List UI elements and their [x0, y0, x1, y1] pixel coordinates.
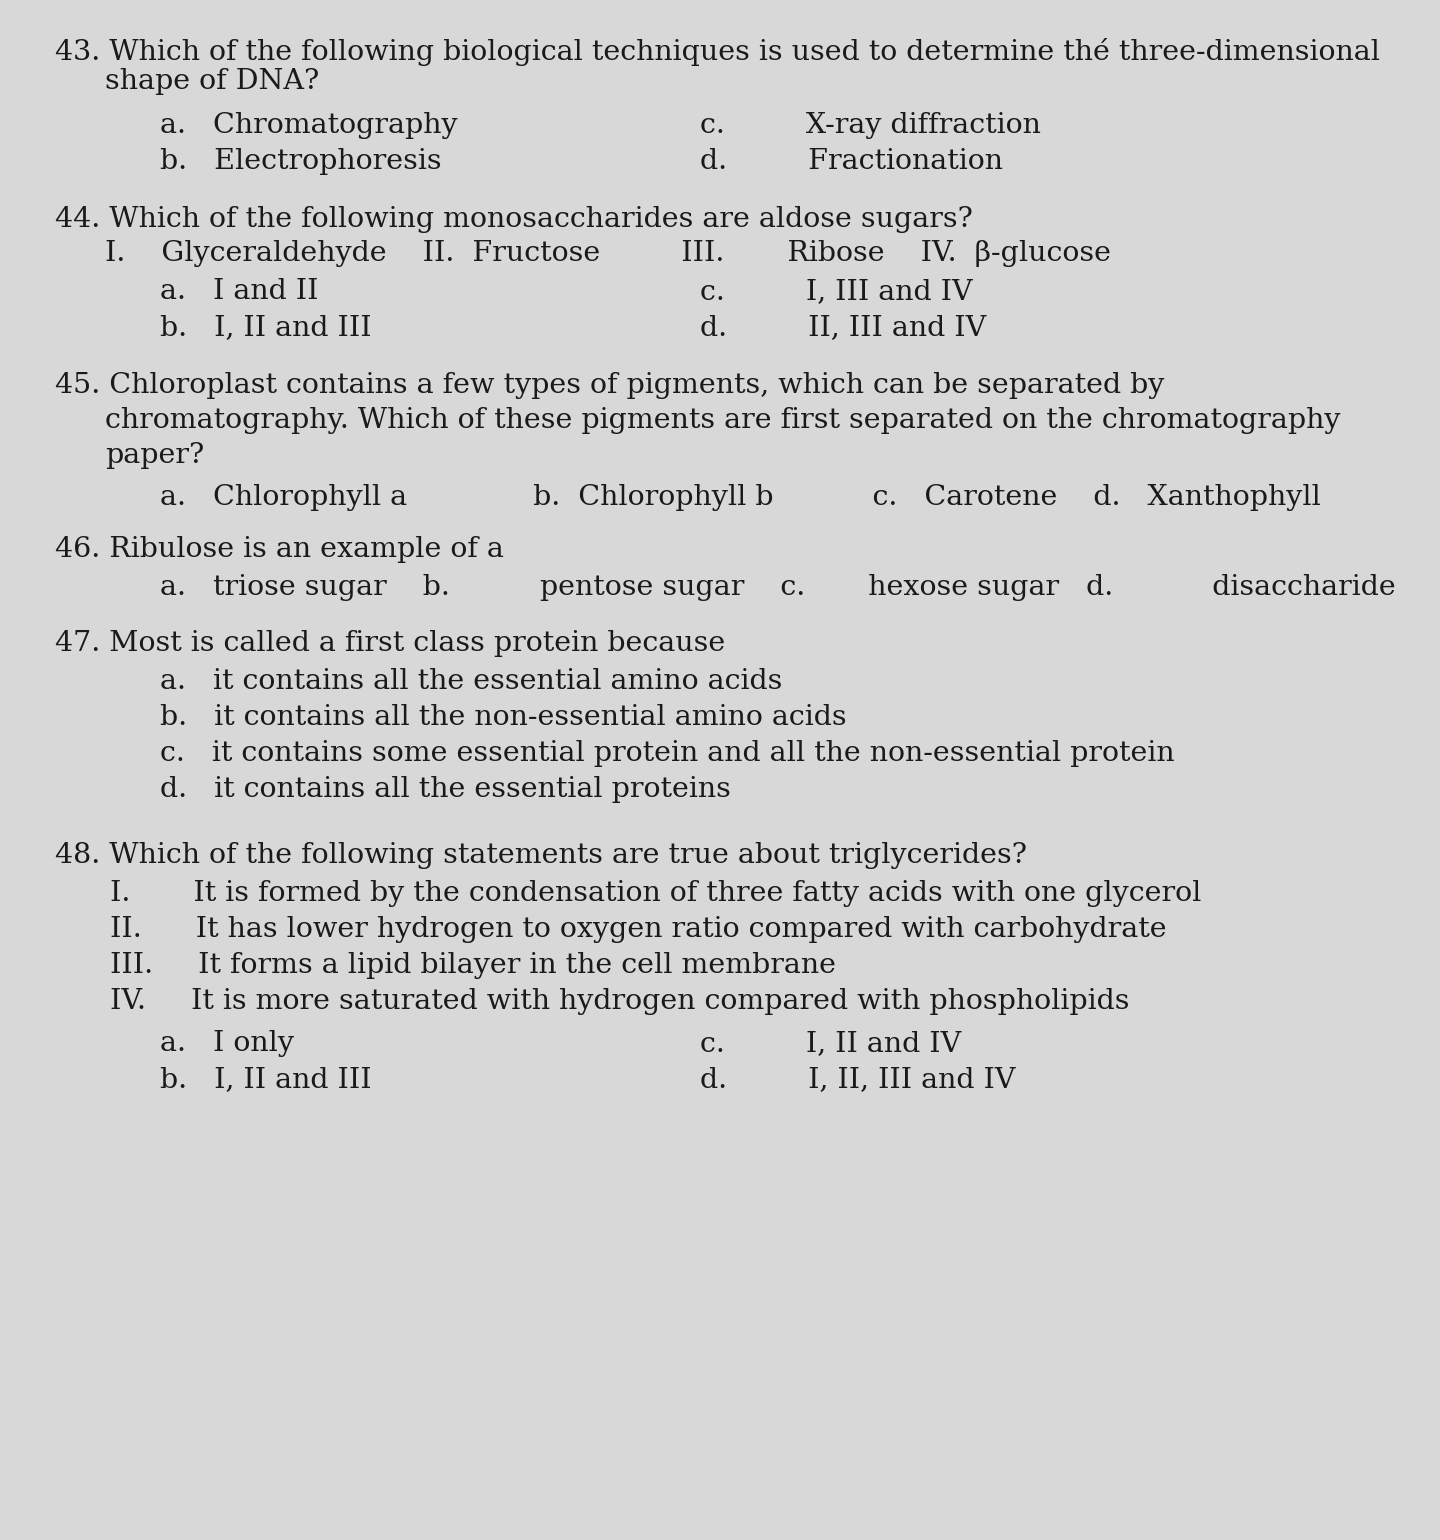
Text: 45. Chloroplast contains a few types of pigments, which can be separated by: 45. Chloroplast contains a few types of … — [55, 373, 1165, 399]
Text: d.         II, III and IV: d. II, III and IV — [700, 314, 986, 340]
Text: c.         I, III and IV: c. I, III and IV — [700, 279, 972, 305]
Text: II.      It has lower hydrogen to oxygen ratio compared with carbohydrate: II. It has lower hydrogen to oxygen rati… — [109, 916, 1166, 942]
Text: III.     It forms a lipid bilayer in the cell membrane: III. It forms a lipid bilayer in the cel… — [109, 952, 837, 979]
Text: c.   it contains some essential protein and all the non-essential protein: c. it contains some essential protein an… — [160, 741, 1175, 767]
Text: d.         I, II, III and IV: d. I, II, III and IV — [700, 1066, 1015, 1093]
Text: d.   it contains all the essential proteins: d. it contains all the essential protein… — [160, 776, 732, 802]
Text: b.   it contains all the non-essential amino acids: b. it contains all the non-essential ami… — [160, 704, 847, 731]
Text: shape of DNA?: shape of DNA? — [105, 68, 320, 95]
Text: c.         X-ray diffraction: c. X-ray diffraction — [700, 112, 1041, 139]
Text: IV.     It is more saturated with hydrogen compared with phospholipids: IV. It is more saturated with hydrogen c… — [109, 989, 1129, 1015]
Text: a.   triose sugar    b.          pentose sugar    c.       hexose sugar   d.    : a. triose sugar b. pentose sugar c. hexo… — [160, 574, 1395, 601]
Text: c.         I, II and IV: c. I, II and IV — [700, 1030, 962, 1056]
Text: a.   it contains all the essential amino acids: a. it contains all the essential amino a… — [160, 668, 782, 695]
Text: a.   Chromatography: a. Chromatography — [160, 112, 458, 139]
Text: d.         Fractionation: d. Fractionation — [700, 148, 1004, 176]
Text: 43. Which of the following biological techniques is used to determine thé three: 43. Which of the following biological te… — [55, 38, 1380, 66]
Text: b.   I, II and III: b. I, II and III — [160, 314, 372, 340]
Text: I.    Glyceraldehyde    II.  Fructose         III.       Ribose    IV.  β-glucos: I. Glyceraldehyde II. Fructose III. Ribo… — [105, 240, 1112, 266]
Text: I.       It is formed by the condensation of three fatty acids with one glycerol: I. It is formed by the condensation of t… — [109, 879, 1201, 907]
Text: a.   I only: a. I only — [160, 1030, 294, 1056]
Text: b.   Electrophoresis: b. Electrophoresis — [160, 148, 442, 176]
Text: a.   Chlorophyll a              b.  Chlorophyll b           c.   Carotene    d. : a. Chlorophyll a b. Chlorophyll b c. Car… — [160, 484, 1320, 511]
Text: 44. Which of the following monosaccharides are aldose sugars?: 44. Which of the following monosaccharid… — [55, 206, 973, 233]
Text: 47. Most is called a first class protein because: 47. Most is called a first class protein… — [55, 630, 726, 658]
Text: chromatography. Which of these pigments are first separated on the chromatograph: chromatography. Which of these pigments … — [105, 407, 1341, 434]
Text: paper?: paper? — [105, 442, 204, 470]
Text: a.   I and II: a. I and II — [160, 279, 318, 305]
Text: 46. Ribulose is an example of a: 46. Ribulose is an example of a — [55, 536, 504, 564]
Text: 48. Which of the following statements are true about triglycerides?: 48. Which of the following statements ar… — [55, 842, 1027, 869]
Text: b.   I, II and III: b. I, II and III — [160, 1066, 372, 1093]
